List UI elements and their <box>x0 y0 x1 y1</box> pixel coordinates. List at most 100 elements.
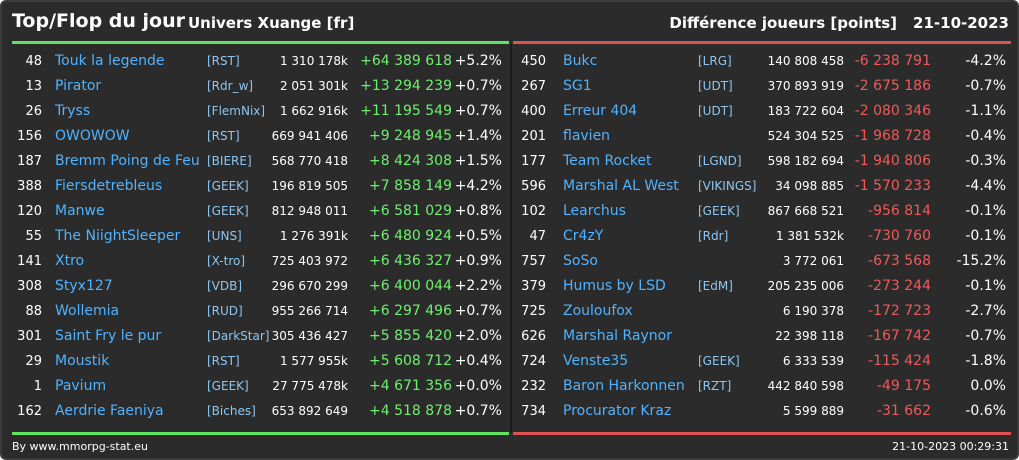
table-row: 48 Touk la legende [RST] 1 310 178k +64 389 … <box>2 49 510 74</box>
score-difference: -1 968 728 <box>854 128 931 144</box>
alliance-tag-link[interactable]: [GEEK] <box>207 179 249 193</box>
score-difference: -1 940 806 <box>854 153 931 169</box>
score-difference: +4 518 878 <box>369 403 452 419</box>
alliance-tag-link[interactable]: [Rdr_w] <box>207 79 254 93</box>
flop-accent-line-bottom <box>513 432 1011 435</box>
alliance-tag-link[interactable]: [Rdr] <box>698 229 729 243</box>
player-rank: 724 <box>521 354 546 369</box>
player-rank: 13 <box>25 79 42 94</box>
player-name-link[interactable]: Saint Fry le pur <box>55 328 162 344</box>
player-name-link[interactable]: Humus by LSD <box>563 278 666 294</box>
player-name-link[interactable]: Marshal AL West <box>563 178 679 194</box>
player-name-link[interactable]: Procurator Kraz <box>563 403 672 419</box>
player-score: 867 668 521 <box>767 204 844 218</box>
percent-change: +1.4% <box>454 128 502 144</box>
alliance-tag-link[interactable]: [GEEK] <box>698 354 740 368</box>
player-rank: 141 <box>17 254 42 269</box>
player-name-link[interactable]: Learchus <box>563 203 626 219</box>
alliance-tag-link[interactable]: [UDT] <box>698 79 733 93</box>
table-row: 379 Humus by LSD [EdM] 205 235 006 -273 244 -… <box>512 274 1017 299</box>
player-name-link[interactable]: Styx127 <box>55 278 113 294</box>
alliance-tag-link[interactable]: [GEEK] <box>207 379 249 393</box>
percent-change: -1.1% <box>965 103 1006 119</box>
player-score: 22 398 118 <box>775 329 844 343</box>
player-name-link[interactable]: flavien <box>563 128 611 144</box>
percent-change: +1.5% <box>454 153 502 169</box>
player-name-link[interactable]: Touk la legende <box>55 53 165 69</box>
column-divider <box>510 44 512 432</box>
alliance-tag-link[interactable]: [VDB] <box>207 279 243 293</box>
alliance-tag-link[interactable]: [RST] <box>207 354 240 368</box>
player-name-link[interactable]: Wollemia <box>55 303 120 319</box>
score-difference: +64 389 618 <box>360 53 452 69</box>
score-difference: -2 675 186 <box>854 78 931 94</box>
player-score: 6 333 539 <box>782 354 844 368</box>
player-name-link[interactable]: OWOWOW <box>55 128 130 144</box>
player-score: 296 670 299 <box>271 279 348 293</box>
player-name-link[interactable]: SoSo <box>563 253 598 269</box>
score-difference: -1 570 233 <box>854 178 931 194</box>
player-name-link[interactable]: Baron Harkonnen <box>563 378 685 394</box>
player-name-link[interactable]: Manwe <box>55 203 105 219</box>
player-rank: 55 <box>25 229 42 244</box>
alliance-tag-link[interactable]: [FlemNix] <box>207 104 266 118</box>
alliance-tag-link[interactable]: [LRG] <box>698 54 732 68</box>
alliance-tag-link[interactable]: [UNS] <box>207 229 242 243</box>
alliance-tag-link[interactable]: [BIERE] <box>207 154 252 168</box>
table-row: 596 Marshal AL West [VIKINGS] 34 098 885 -1 … <box>512 174 1017 199</box>
player-name-link[interactable]: Moustik <box>55 353 110 369</box>
alliance-tag-link[interactable]: [GEEK] <box>207 204 249 218</box>
player-name-link[interactable]: Bremm Poing de Feu <box>55 153 200 169</box>
player-name-link[interactable]: Xtro <box>55 253 85 269</box>
player-name-link[interactable]: Pirator <box>55 78 102 94</box>
alliance-tag-link[interactable]: [RST] <box>207 54 240 68</box>
percent-change: -2.7% <box>965 303 1006 319</box>
player-score: 370 893 919 <box>767 79 844 93</box>
alliance-tag-link[interactable]: [EdM] <box>698 279 733 293</box>
player-name-link[interactable]: Pavium <box>55 378 107 394</box>
table-row: 450 Bukc [LRG] 140 808 458 -6 238 791 -4.2% <box>512 49 1017 74</box>
percent-change: +0.7% <box>454 403 502 419</box>
player-name-link[interactable]: SG1 <box>563 78 592 94</box>
score-difference: -31 662 <box>876 403 931 419</box>
alliance-tag-link[interactable]: [GEEK] <box>698 204 740 218</box>
percent-change: -0.3% <box>965 153 1006 169</box>
percent-change: +0.7% <box>454 103 502 119</box>
player-name-link[interactable]: Tryss <box>55 103 91 119</box>
player-score: 725 403 972 <box>271 254 348 268</box>
player-name-link[interactable]: Erreur 404 <box>563 103 638 119</box>
player-score: 6 190 378 <box>782 304 844 318</box>
alliance-tag-link[interactable]: [RUD] <box>207 304 243 318</box>
player-score: 27 775 478k <box>272 379 348 393</box>
player-score: 205 235 006 <box>767 279 844 293</box>
percent-change: -0.1% <box>965 228 1006 244</box>
player-score: 3 772 061 <box>782 254 844 268</box>
player-name-link[interactable]: Marshal Raynor <box>563 328 672 344</box>
player-name-link[interactable]: Aerdrie Faeniya <box>55 403 164 419</box>
player-name-link[interactable]: Fiersdetrebleus <box>55 178 163 194</box>
player-name-link[interactable]: Zouloufox <box>563 303 633 319</box>
header-date: 21-10-2023 <box>913 14 1009 32</box>
alliance-tag-link[interactable]: [X-tro] <box>207 254 246 268</box>
alliance-tag-link[interactable]: [RZT] <box>698 379 732 393</box>
player-name-link[interactable]: Cr4zY <box>563 228 604 244</box>
score-difference: -730 760 <box>868 228 931 244</box>
percent-change: +0.7% <box>454 303 502 319</box>
alliance-tag-link[interactable]: [Biches] <box>207 404 256 418</box>
metric-label: Différence joueurs [points] <box>669 14 898 32</box>
score-difference: +6 400 044 <box>369 278 452 294</box>
table-row: 626 Marshal Raynor 22 398 118 -167 742 -0.7% <box>512 324 1017 349</box>
alliance-tag-link[interactable]: [LGND] <box>698 154 742 168</box>
score-difference: +9 248 945 <box>369 128 452 144</box>
player-rank: 450 <box>521 54 546 69</box>
alliance-tag-link[interactable]: [UDT] <box>698 104 733 118</box>
player-rank: 201 <box>521 129 546 144</box>
player-name-link[interactable]: Bukc <box>563 53 598 69</box>
alliance-tag-link[interactable]: [RST] <box>207 129 240 143</box>
alliance-tag-link[interactable]: [VIKINGS] <box>698 179 757 193</box>
player-name-link[interactable]: The NiightSleeper <box>55 228 181 244</box>
table-row: 29 Moustik [RST] 1 577 955k +5 608 712 +0.4% <box>2 349 510 374</box>
alliance-tag-link[interactable]: [DarkStar] <box>207 329 270 343</box>
player-name-link[interactable]: Venste35 <box>563 353 629 369</box>
player-name-link[interactable]: Team Rocket <box>563 153 652 169</box>
